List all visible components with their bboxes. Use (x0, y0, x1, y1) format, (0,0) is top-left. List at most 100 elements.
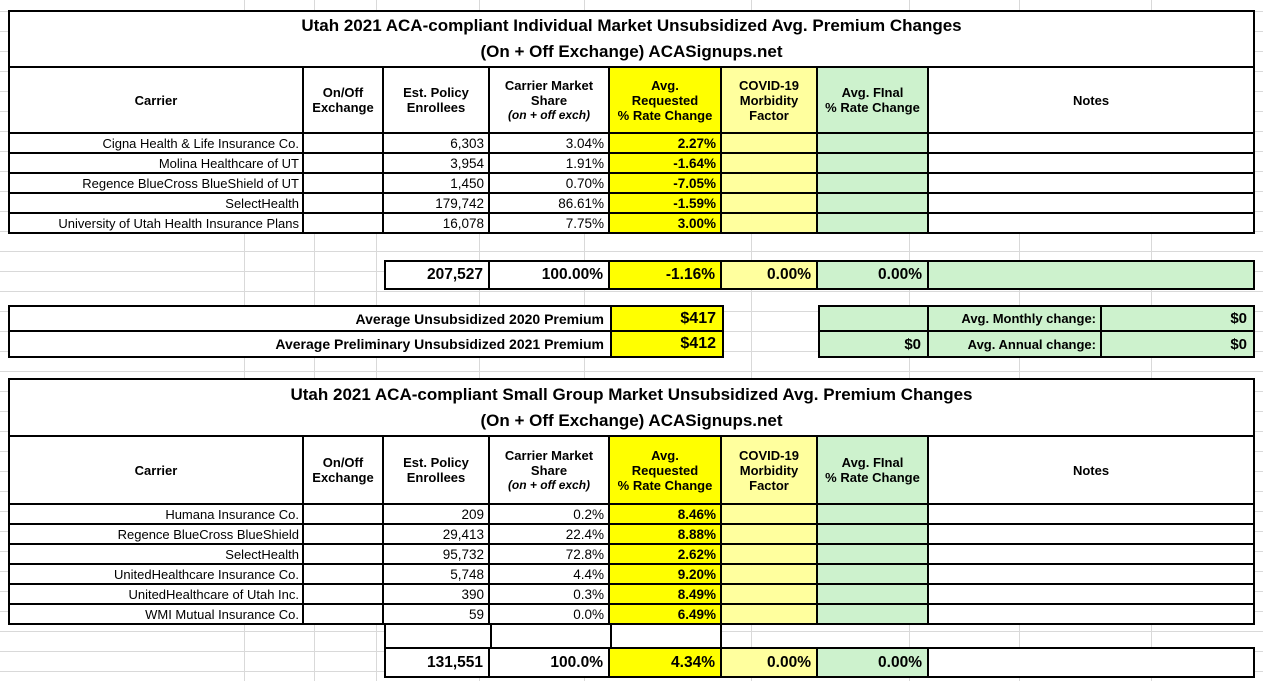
covid-cell[interactable] (722, 585, 816, 603)
final-change-cell[interactable]: $0 (820, 332, 927, 356)
table1-title[interactable]: Utah 2021 ACA-compliant Individual Marke… (10, 12, 1253, 66)
col-header-est-policy-enrollees[interactable]: Est. Policy Enrollees (384, 437, 488, 503)
notes-cell[interactable] (929, 565, 1253, 583)
col-header-notes[interactable]: Notes (929, 68, 1253, 132)
share-cell[interactable]: 3.04% (490, 134, 608, 152)
carrier-cell[interactable]: Cigna Health & Life Insurance Co. (10, 134, 302, 152)
col-header-avg-final[interactable]: Avg. FInal % Rate Change (818, 437, 927, 503)
final-cell[interactable] (818, 525, 927, 543)
share-cell[interactable]: 22.4% (490, 525, 608, 543)
covid-cell[interactable] (722, 214, 816, 232)
total-enrollees-cell[interactable]: 207,527 (386, 262, 488, 288)
covid-cell[interactable] (722, 134, 816, 152)
carrier-cell[interactable]: SelectHealth (10, 545, 302, 563)
final-cell[interactable] (818, 505, 927, 523)
notes-cell[interactable] (929, 525, 1253, 543)
premium-2021-value[interactable]: $412 (612, 332, 722, 356)
notes-cell[interactable] (929, 545, 1253, 563)
final-cell[interactable] (818, 545, 927, 563)
col-header-avg-final[interactable]: Avg. FInal % Rate Change (818, 68, 927, 132)
notes-cell[interactable] (929, 154, 1253, 172)
col-header-covid-morbidity[interactable]: COVID-19 Morbidity Factor (722, 437, 816, 503)
share-cell[interactable]: 7.75% (490, 214, 608, 232)
onoff-cell[interactable] (304, 154, 382, 172)
annual-change-value[interactable]: $0 (1102, 332, 1253, 356)
requested-cell[interactable]: -7.05% (610, 174, 720, 192)
enrollees-cell[interactable]: 6,303 (384, 134, 488, 152)
col-header-onoff-exchange[interactable]: On/Off Exchange (304, 68, 382, 132)
final-cell[interactable] (818, 605, 927, 623)
share-cell[interactable]: 1.91% (490, 154, 608, 172)
covid-cell[interactable] (722, 545, 816, 563)
final-cell[interactable] (818, 134, 927, 152)
total-final-cell[interactable]: 0.00% (818, 262, 927, 288)
share-cell[interactable]: 4.4% (490, 565, 608, 583)
final-cell[interactable] (818, 214, 927, 232)
col-header-onoff-exchange[interactable]: On/Off Exchange (304, 437, 382, 503)
enrollees-cell[interactable]: 5,748 (384, 565, 488, 583)
share-cell[interactable]: 0.70% (490, 174, 608, 192)
col-header-notes[interactable]: Notes (929, 437, 1253, 503)
col-header-covid-morbidity[interactable]: COVID-19 Morbidity Factor (722, 68, 816, 132)
total-covid-cell[interactable]: 0.00% (722, 649, 816, 676)
requested-cell[interactable]: 9.20% (610, 565, 720, 583)
covid-cell[interactable] (722, 605, 816, 623)
requested-cell[interactable]: -1.59% (610, 194, 720, 212)
requested-cell[interactable]: 3.00% (610, 214, 720, 232)
enrollees-cell[interactable]: 1,450 (384, 174, 488, 192)
covid-cell[interactable] (722, 154, 816, 172)
total-notes-cell[interactable] (929, 262, 1253, 288)
share-cell[interactable]: 86.61% (490, 194, 608, 212)
covid-cell[interactable] (722, 565, 816, 583)
final-cell[interactable] (818, 194, 927, 212)
total-covid-cell[interactable]: 0.00% (722, 262, 816, 288)
requested-cell[interactable]: 8.46% (610, 505, 720, 523)
col-header-avg-requested[interactable]: Avg. Requested % Rate Change (610, 68, 720, 132)
final-change-cell[interactable] (820, 307, 927, 330)
notes-cell[interactable] (929, 605, 1253, 623)
onoff-cell[interactable] (304, 134, 382, 152)
carrier-cell[interactable]: University of Utah Health Insurance Plan… (10, 214, 302, 232)
col-header-avg-requested[interactable]: Avg. Requested % Rate Change (610, 437, 720, 503)
notes-cell[interactable] (929, 585, 1253, 603)
carrier-cell[interactable]: Humana Insurance Co. (10, 505, 302, 523)
col-header-carrier[interactable]: Carrier (10, 437, 302, 503)
monthly-change-label[interactable]: Avg. Monthly change: (929, 307, 1100, 330)
monthly-change-value[interactable]: $0 (1102, 307, 1253, 330)
total-share-cell[interactable]: 100.00% (490, 262, 608, 288)
blank-enrollees-cell[interactable] (384, 625, 490, 647)
onoff-cell[interactable] (304, 585, 382, 603)
table2-title[interactable]: Utah 2021 ACA-compliant Small Group Mark… (10, 380, 1253, 435)
share-cell[interactable]: 0.2% (490, 505, 608, 523)
total-requested-cell[interactable]: -1.16% (610, 262, 720, 288)
total-notes-cell[interactable] (929, 649, 1253, 676)
enrollees-cell[interactable]: 179,742 (384, 194, 488, 212)
total-enrollees-cell[interactable]: 131,551 (386, 649, 488, 676)
col-header-carrier-market-share[interactable]: Carrier Market Share (on + off exch) (490, 437, 608, 503)
onoff-cell[interactable] (304, 505, 382, 523)
total-final-cell[interactable]: 0.00% (818, 649, 927, 676)
enrollees-cell[interactable]: 390 (384, 585, 488, 603)
premium-2020-value[interactable]: $417 (612, 307, 722, 330)
covid-cell[interactable] (722, 174, 816, 192)
onoff-cell[interactable] (304, 214, 382, 232)
requested-cell[interactable]: 6.49% (610, 605, 720, 623)
notes-cell[interactable] (929, 174, 1253, 192)
carrier-cell[interactable]: Regence BlueCross BlueShield (10, 525, 302, 543)
covid-cell[interactable] (722, 194, 816, 212)
annual-change-label[interactable]: Avg. Annual change: (929, 332, 1100, 356)
requested-cell[interactable]: 2.62% (610, 545, 720, 563)
enrollees-cell[interactable]: 3,954 (384, 154, 488, 172)
blank-requested-cell[interactable] (610, 625, 722, 647)
onoff-cell[interactable] (304, 525, 382, 543)
notes-cell[interactable] (929, 214, 1253, 232)
total-requested-cell[interactable]: 4.34% (610, 649, 720, 676)
requested-cell[interactable]: -1.64% (610, 154, 720, 172)
onoff-cell[interactable] (304, 174, 382, 192)
onoff-cell[interactable] (304, 565, 382, 583)
blank-share-cell[interactable] (490, 625, 610, 647)
onoff-cell[interactable] (304, 605, 382, 623)
requested-cell[interactable]: 8.88% (610, 525, 720, 543)
col-header-carrier[interactable]: Carrier (10, 68, 302, 132)
share-cell[interactable]: 0.0% (490, 605, 608, 623)
